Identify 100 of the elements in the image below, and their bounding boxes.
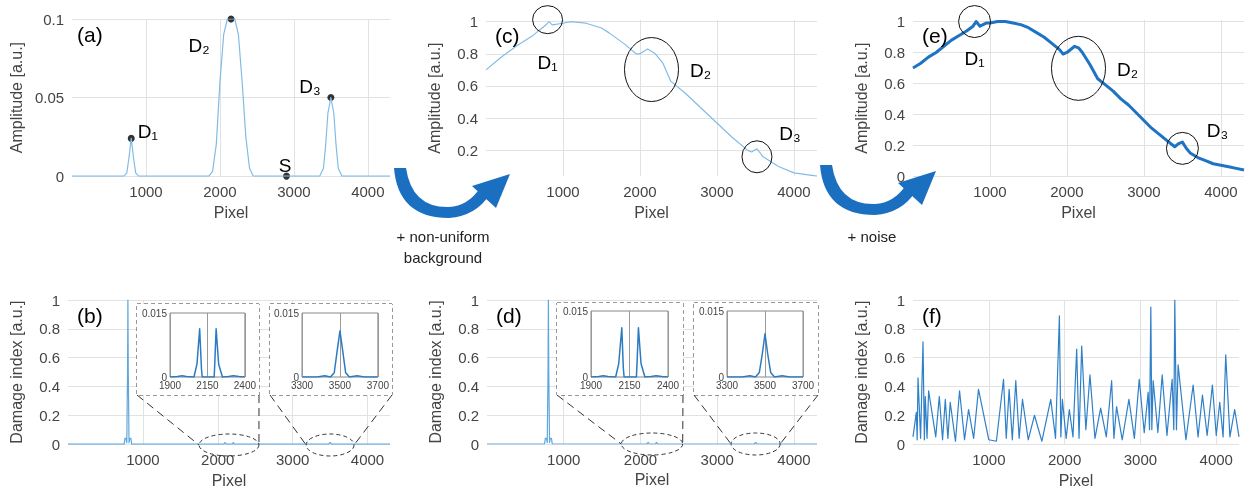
y-tick-label: 0.4: [884, 377, 905, 395]
line-series: [590, 326, 669, 378]
y-tick-label: 1: [896, 13, 905, 31]
x-tick-label: 1000: [547, 451, 581, 468]
annotation: D₁: [137, 121, 158, 143]
annotation: S: [278, 155, 292, 177]
x-tick-label: 4000: [350, 451, 385, 469]
y-tick-label: 0.8: [884, 43, 905, 61]
x-tick-label: 2000: [203, 183, 237, 201]
y-tick-label: 1: [470, 291, 479, 309]
x-tick-label: 4000: [1204, 183, 1238, 201]
x-tick-label: 3700: [366, 379, 390, 391]
x-tick-label: 3500: [328, 379, 352, 391]
y-tick-label: 0.015: [273, 307, 300, 319]
chart-title: (d): [496, 304, 522, 327]
y-tick-label: 0.2: [458, 406, 479, 424]
line-series: [169, 328, 246, 378]
x-tick-label: 2000: [623, 183, 657, 201]
x-tick-label: 3000: [1127, 183, 1161, 201]
y-tick-label: 0.015: [562, 305, 589, 317]
y-tick-label: 0: [896, 167, 905, 185]
x-axis-title: Pixel: [1058, 471, 1094, 489]
line-series: [67, 299, 391, 445]
y-axis-title: Damage index [a.u.]: [426, 300, 444, 444]
x-axis-title: Pixel: [634, 471, 670, 489]
y-tick-label: 0: [896, 435, 905, 453]
y-tick-label: 0.2: [884, 406, 905, 424]
x-tick-label: 4000: [351, 183, 385, 201]
y-tick-label: 1: [469, 13, 478, 31]
y-tick-label: 0.4: [458, 377, 479, 395]
text: + noise: [846, 227, 898, 247]
x-tick-label: 3000: [277, 183, 311, 201]
y-tick-label: 0.2: [457, 141, 478, 159]
y-tick-label: 0.015: [698, 305, 725, 317]
y-tick-label: 0.2: [39, 406, 60, 424]
y-tick-label: 1: [896, 291, 905, 309]
y-axis-title: Amplitude [a.u.]: [425, 42, 443, 154]
x-tick-label: 4000: [777, 183, 811, 201]
y-axis-title: Amplitude [a.u.]: [852, 42, 870, 154]
y-tick-label: 0: [470, 435, 479, 453]
x-axis-title: Pixel: [213, 203, 249, 221]
y-tick-label: 0.8: [39, 320, 60, 338]
y-axis-title: Damage index [a.u.]: [7, 300, 25, 444]
x-tick-label: 2000: [1047, 451, 1082, 469]
y-tick-label: 0.6: [458, 349, 479, 367]
x-tick-label: 2000: [623, 451, 658, 468]
y-axis-title: Damage index [a.u.]: [852, 300, 870, 444]
chart-title: (c): [495, 24, 520, 47]
annotation: D₃: [1206, 120, 1229, 142]
chart-title: (b): [77, 304, 103, 327]
line-series: [301, 330, 379, 378]
x-axis-title: Pixel: [211, 471, 247, 489]
y-tick-label: 1: [51, 291, 60, 309]
x-tick-label: 2000: [201, 451, 235, 469]
x-tick-label: 3000: [1123, 451, 1158, 469]
annotation: D₂: [1116, 59, 1139, 81]
line-series: [911, 20, 1246, 172]
y-tick-label: 0.1: [43, 10, 65, 28]
y-tick-label: 0.015: [141, 307, 168, 319]
x-tick-label: 4000: [1199, 451, 1233, 469]
line-series: [912, 299, 1240, 442]
y-tick-label: 0: [55, 167, 65, 185]
x-tick-label: 1000: [972, 451, 1006, 469]
x-tick-label: 1000: [546, 183, 580, 201]
x-tick-label: 4000: [777, 451, 811, 468]
line-series: [485, 21, 818, 177]
chart-title: (f): [922, 304, 942, 327]
line-series: [726, 333, 804, 378]
y-tick-label: 0.8: [458, 320, 479, 338]
x-tick-label: 2150: [196, 379, 219, 391]
y-tick-label: 0.6: [884, 349, 905, 367]
y-tick-label: 0.8: [884, 320, 905, 338]
annotation: D₃: [299, 76, 321, 98]
y-tick-label: 0.4: [39, 377, 60, 395]
y-tick-label: 0: [51, 435, 60, 453]
y-tick-label: 0.6: [457, 77, 478, 95]
y-tick-label: 0.6: [884, 74, 905, 92]
x-tick-label: 2400: [233, 379, 257, 391]
y-tick-label: 0.4: [457, 109, 478, 127]
y-tick-label: 0.4: [884, 105, 905, 123]
annotation: D₁: [964, 47, 985, 69]
x-tick-label: 3700: [791, 379, 815, 391]
text: + non-uniform background: [395, 227, 491, 268]
x-tick-label: 2150: [618, 379, 642, 391]
x-tick-label: 1000: [129, 183, 163, 201]
annotation: D₂: [689, 59, 712, 81]
x-tick-label: 2000: [1050, 183, 1084, 201]
x-axis-title: Pixel: [634, 203, 669, 221]
x-tick-label: 2400: [656, 379, 680, 391]
line-series: [486, 299, 818, 445]
annotation: D₃: [779, 122, 801, 144]
x-tick-label: 1000: [126, 451, 160, 469]
annotation: D₂: [188, 35, 210, 57]
chart-title: (e): [922, 24, 948, 47]
y-tick-label: 0.8: [457, 45, 478, 63]
y-axis-title: Amplitude [a.u.]: [7, 41, 25, 154]
x-tick-label: 3500: [753, 379, 777, 391]
chart-title: (a): [77, 23, 103, 46]
x-tick-label: 3000: [275, 451, 310, 469]
x-tick-label: 3000: [700, 183, 734, 201]
